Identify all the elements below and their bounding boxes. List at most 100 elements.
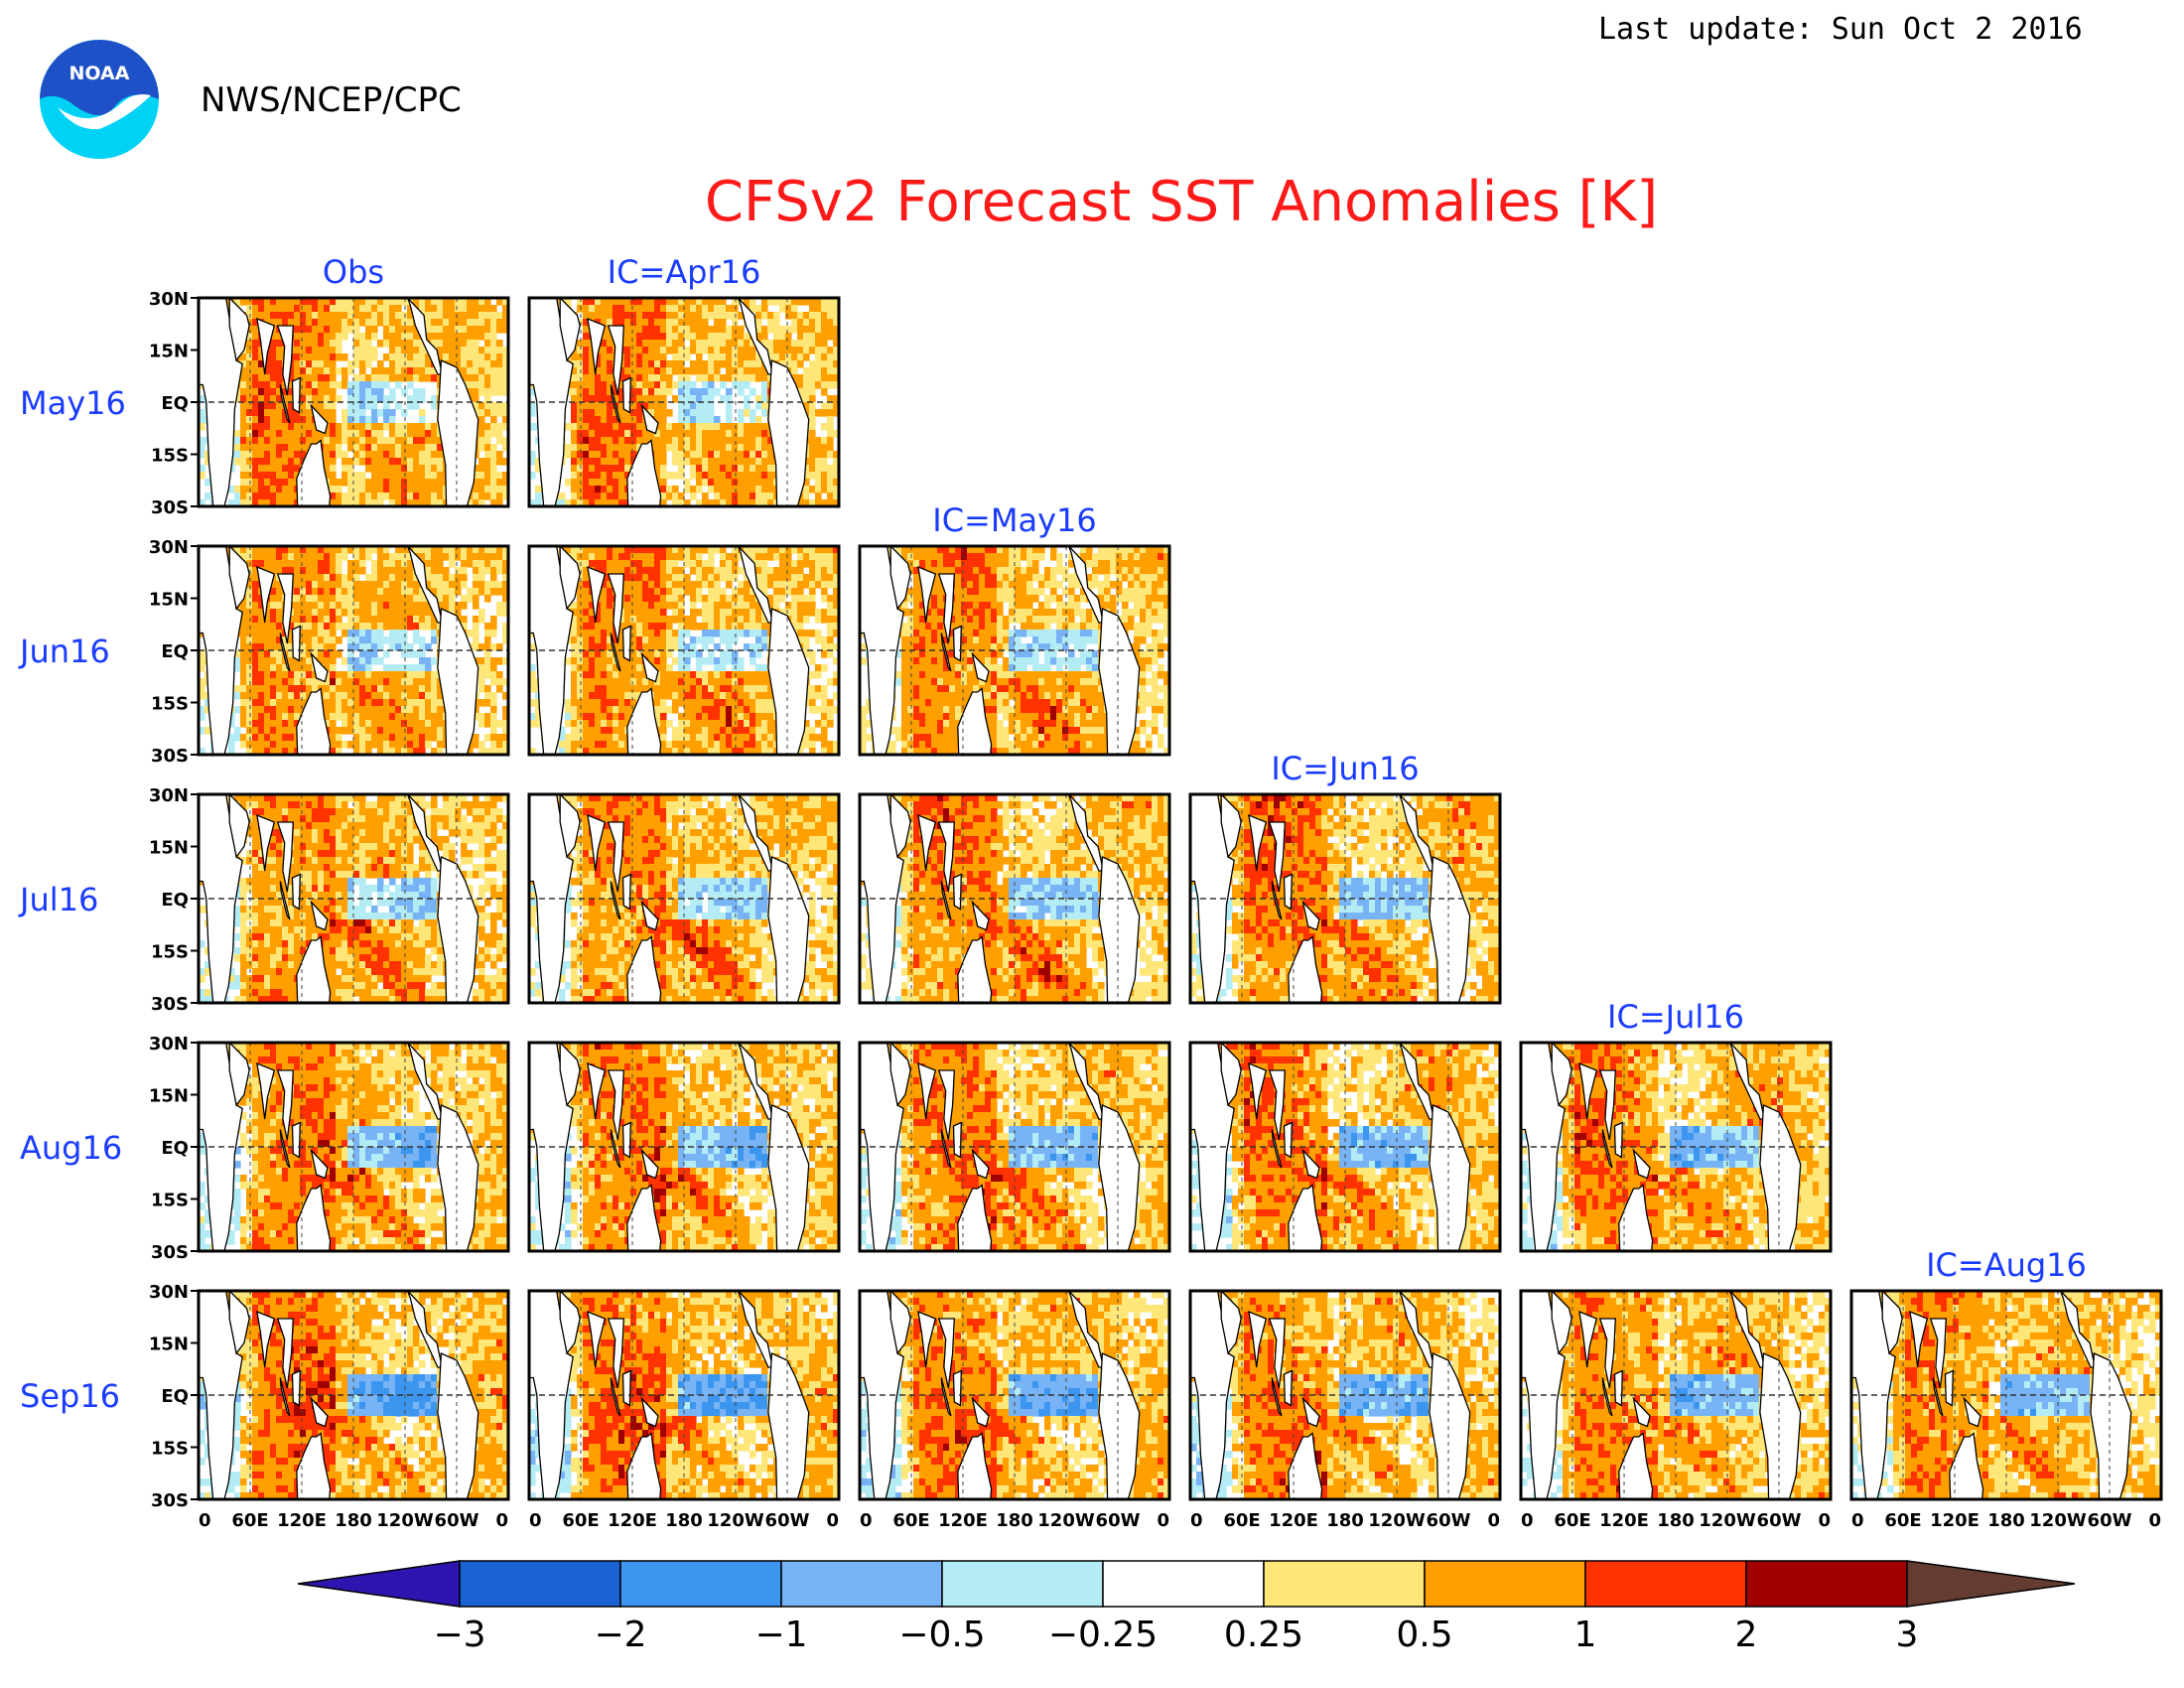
lat-tick-label: 30S (151, 1242, 189, 1263)
lon-tick-label: 0 (1487, 1510, 1500, 1531)
row-label: Jul16 (18, 881, 98, 918)
lon-tick-label: 0 (529, 1510, 542, 1531)
lat-tick-label: EQ (161, 1386, 189, 1407)
lat-tick-label: 15N (149, 1335, 189, 1355)
map-panel: 0 60E 120E 180 120W 60W 0 (1849, 1289, 2163, 1531)
lat-tick-label: 30N (149, 1034, 189, 1055)
lat-tick-label: 30S (151, 1490, 189, 1511)
column-header: IC=May16 (932, 501, 1096, 539)
lon-tick-label: 120E (938, 1510, 988, 1531)
lon-tick-label: 60E (562, 1510, 599, 1531)
colorbar-right-arrow (1906, 1560, 2076, 1608)
map-panel: 0 60E 120E 180 120W 60W 0 (1519, 1289, 1833, 1531)
colorbar-swatch (1745, 1560, 1908, 1608)
lon-tick-label: 0 (1521, 1510, 1534, 1531)
agency-label: NWS/NCEP/CPC (201, 80, 462, 120)
row-labels: May16 Jun16 Jul16 Aug16 Sep16 (18, 384, 126, 1415)
row-label: Jun16 (18, 633, 110, 670)
colorbar-label: −2 (594, 1615, 646, 1655)
map-panel (858, 792, 1171, 1005)
lat-tick-label: 15N (149, 838, 189, 859)
lat-tick-label: 30S (151, 994, 189, 1015)
lon-tick-label: 60W (1096, 1510, 1141, 1531)
colorbar-swatch (780, 1560, 943, 1608)
lat-tick-label: 15N (149, 342, 189, 362)
lon-tick-label: 180 (1987, 1510, 2025, 1531)
lon-tick-label: 60E (892, 1510, 929, 1531)
lon-tick-label: 180 (335, 1510, 372, 1531)
column-header: IC=Aug16 (1926, 1246, 2087, 1284)
lon-tick-label: 120W (376, 1510, 434, 1531)
column-header: Obs (323, 253, 384, 291)
lon-tick-label: 60E (1554, 1510, 1590, 1531)
map-panels: 30N15NEQ15S30S30N15NEQ15S30S30N15NEQ15S3… (149, 289, 2163, 1531)
map-panel (858, 544, 1171, 757)
lat-tick-label: EQ (161, 641, 189, 662)
colorbar-label: 0.5 (1396, 1615, 1452, 1655)
lon-tick-label: 180 (1657, 1510, 1695, 1531)
colorbar-label: 1 (1574, 1615, 1597, 1655)
lon-tick-label: 0 (1851, 1510, 1864, 1531)
lat-tick-label: 15S (151, 1191, 189, 1211)
column-header: IC=Apr16 (608, 253, 761, 291)
colorbar-swatch (1102, 1560, 1265, 1608)
map-panel (1188, 792, 1502, 1005)
lat-tick-label: 30N (149, 785, 189, 806)
lat-tick-label: 15N (149, 590, 189, 611)
lat-tick-label: 15S (151, 942, 189, 963)
colorbar-swatch (941, 1560, 1104, 1608)
map-panel: 30N 15N EQ 15S 30S (149, 785, 510, 1015)
map-panel: 30N 15N EQ 15S 30S (149, 289, 510, 518)
map-panel (527, 296, 841, 508)
colorbar-left-arrow (297, 1560, 461, 1608)
lon-tick-label: 0 (826, 1510, 839, 1531)
last-update: Last update: Sun Oct 2 2016 (1598, 12, 2083, 47)
lon-tick-label: 0 (495, 1510, 508, 1531)
lon-tick-label: 0 (1818, 1510, 1831, 1531)
lat-tick-label: 30S (151, 746, 189, 767)
lon-tick-label: 60W (1427, 1510, 1471, 1531)
column-headers: Obs IC=Apr16 IC=May16 IC=Jun16 IC=Jul16 IC=Au… (323, 253, 2087, 1284)
lon-tick-label: 0 (199, 1510, 211, 1531)
lon-tick-label: 0 (2148, 1510, 2161, 1531)
map-panel: 30N 15N EQ 15S 30S 0 60E 120E 180 120W 60W 0 (149, 1282, 510, 1531)
map-panel (527, 1041, 841, 1253)
colorbar-label: −0.5 (898, 1615, 985, 1655)
figure-title: CFSv2 Forecast SST Anomalies [K] (705, 170, 1658, 234)
lat-tick-label: 30N (149, 1282, 189, 1303)
lon-tick-label: 60W (765, 1510, 810, 1531)
lon-tick-label: 60W (435, 1510, 479, 1531)
lat-tick-label: 15N (149, 1086, 189, 1107)
lon-tick-label: 120E (608, 1510, 657, 1531)
lon-tick-label: 120E (1599, 1510, 1649, 1531)
lat-tick-label: 30N (149, 289, 189, 310)
row-label: May16 (20, 384, 126, 422)
map-panel (858, 1041, 1171, 1253)
map-panel (527, 792, 841, 1005)
lon-tick-label: 0 (1190, 1510, 1203, 1531)
colorbar-label: −0.25 (1048, 1615, 1158, 1655)
map-panel: 30N 15N EQ 15S 30S (149, 1034, 510, 1263)
noaa-logo: NOAA (40, 40, 159, 159)
map-panel (1188, 1041, 1502, 1253)
map-panel (527, 544, 841, 757)
logo-text: NOAA (69, 63, 130, 84)
map-panel: 0 60E 120E 180 120W 60W 0 (1188, 1289, 1502, 1531)
lon-tick-label: 120W (707, 1510, 764, 1531)
lon-tick-label: 180 (1326, 1510, 1364, 1531)
colorbar-swatch (619, 1560, 782, 1608)
lon-tick-label: 120W (1368, 1510, 1426, 1531)
lat-tick-label: EQ (161, 1138, 189, 1159)
lon-tick-label: 60W (1757, 1510, 1802, 1531)
lat-tick-label: 30S (151, 497, 189, 518)
colorbar: −3 −2 −1 −0.5 −0.25 0.25 0.5 1 2 3 (297, 1560, 2076, 1655)
lon-tick-label: 0 (1157, 1510, 1169, 1531)
lon-tick-label: 120W (1037, 1510, 1095, 1531)
lat-tick-label: EQ (161, 890, 189, 911)
lon-tick-label: 120E (1269, 1510, 1318, 1531)
lon-tick-label: 60E (231, 1510, 268, 1531)
colorbar-swatch (1584, 1560, 1747, 1608)
lat-tick-label: 30N (149, 537, 189, 558)
lon-tick-label: 180 (665, 1510, 703, 1531)
